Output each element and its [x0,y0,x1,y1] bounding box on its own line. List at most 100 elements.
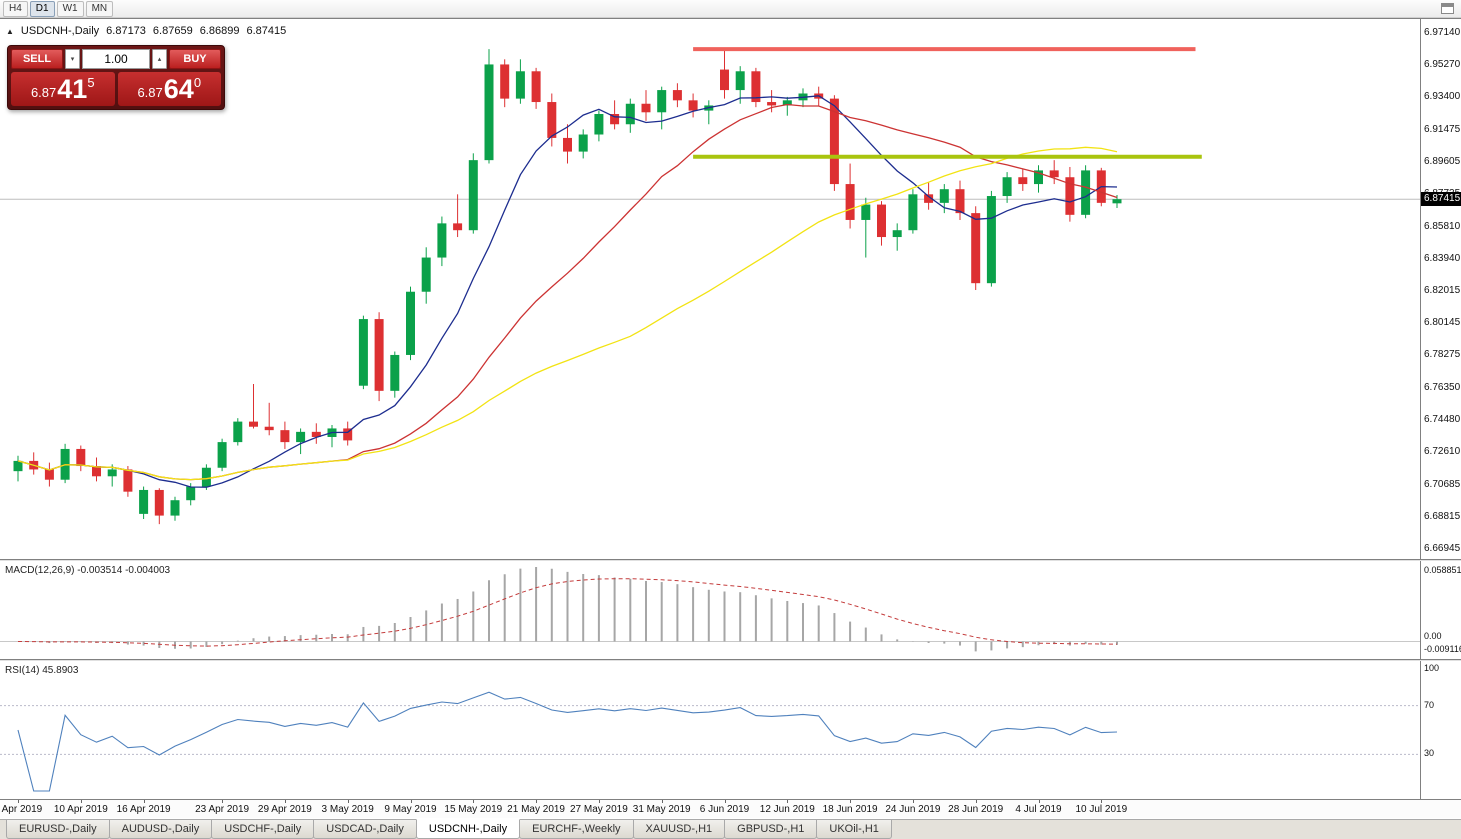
sell-price-prefix: 6.87 [30,85,57,100]
chart-tab-audusd-daily[interactable]: AUDUSD-,Daily [108,820,213,839]
macd-scale-max: 0.058851 [1424,565,1461,575]
buy-price-display[interactable]: 6.87 64 0 [117,72,221,106]
time-axis-label: 10 Apr 2019 [53,804,108,815]
time-tick [912,800,914,803]
time-tick [598,800,600,803]
candles [13,49,1122,525]
time-tick [787,800,789,803]
price-tick-label: 6.76350 [1424,382,1461,394]
volume-input[interactable] [82,49,150,69]
time-axis-label: 27 May 2019 [569,804,628,815]
time-tick [724,800,726,803]
timeframe-button-d1[interactable]: D1 [29,0,55,17]
price-tick-label: 6.78275 [1424,349,1461,361]
rsi-label: RSI(14) 45.8903 [5,665,79,676]
time-tick [143,800,145,803]
time-axis-label: 29 Apr 2019 [257,804,312,815]
panel-separator[interactable] [0,659,1461,661]
time-axis-label: 4 Jul 2019 [1015,804,1062,815]
time-axis-label: 23 Apr 2019 [195,804,250,815]
chart-tab-ukoil-h1[interactable]: UKOil-,H1 [816,820,892,839]
time-axis-label: 31 May 2019 [632,804,691,815]
ohlc-header: ▲ USDCNH-,Daily 6.87173 6.87659 6.86899 … [6,25,286,37]
macd-canvas[interactable] [0,561,1420,659]
ohlc-high: 6.87659 [152,25,193,37]
time-axis[interactable]: 4 Apr 2019 10 Apr 2019 16 Apr 2019 23 Apr 2… [0,799,1461,818]
time-tick [850,800,852,803]
time-tick [536,800,538,803]
macd-panel: MACD(12,26,9) -0.003514 -0.004003 0.0588… [0,561,1461,659]
price-tick-label: 6.74480 [1424,414,1461,426]
price-tick-label: 6.95270 [1424,58,1461,70]
macd-scale[interactable]: 0.058851 0.00 -0.009116 [1420,561,1461,659]
symbol-marker-icon: ▲ [6,26,14,36]
buy-price-prefix: 6.87 [137,85,163,100]
macd-histogram [32,567,1118,652]
chart-tab-gbpusd-h1[interactable]: GBPUSD-,H1 [724,820,818,839]
current-price-tag: 6.87415 [1421,192,1461,207]
timeframe-button-h4[interactable]: H4 [3,0,28,17]
volume-increase-button[interactable]: ▴ [152,49,167,69]
sell-button[interactable]: SELL [11,49,63,69]
main-chart-panel: ▲ USDCNH-,Daily 6.87173 6.87659 6.86899 … [0,19,1461,559]
macd-signal-line [17,578,1118,647]
chart-tab-eurchf-weekly[interactable]: EURCHF-,Weekly [519,820,634,839]
volume-decrease-button[interactable]: ▾ [65,49,80,69]
time-axis-label: 21 May 2019 [507,804,566,815]
price-scale[interactable]: 6.971406.952706.934006.914756.896056.877… [1420,19,1461,559]
time-axis-label: 10 Jul 2019 [1075,804,1128,815]
sell-price-pips: 41 [57,74,88,104]
timeframe-button-mn[interactable]: MN [85,0,114,17]
time-axis-label: 28 Jun 2019 [948,804,1004,815]
price-tick-label: 6.85810 [1424,220,1461,232]
time-tick [80,800,82,803]
macd-label: MACD(12,26,9) -0.003514 -0.004003 [5,565,171,576]
time-tick [1101,800,1103,803]
time-tick [473,800,475,803]
time-axis-label: 18 Jun 2019 [822,804,878,815]
panel-separator[interactable] [0,559,1461,561]
rsi-scale-30: 30 [1424,748,1435,759]
macd-scale-min: -0.009116 [1424,644,1461,654]
chart-tab-eurusd-daily[interactable]: EURUSD-,Daily [6,820,110,839]
chart-tab-usdcnh-daily[interactable]: USDCNH-,Daily [415,819,521,839]
ma-slow-yellow [17,146,1118,481]
rsi-scale-70: 70 [1424,699,1435,710]
ma-fast-blue [17,95,1118,488]
price-tick-label: 6.80145 [1424,317,1461,329]
timeframe-button-w1[interactable]: W1 [56,0,84,17]
timeframe-toolbar: H4 D1 W1 MN [0,0,1461,18]
time-tick [284,800,286,803]
rsi-scale[interactable]: 100 70 30 [1420,661,1461,799]
time-axis-label: 15 May 2019 [444,804,503,815]
buy-price-point: 0 [193,75,202,90]
ohlc-low: 6.86899 [199,25,240,37]
price-tick-label: 6.82015 [1424,285,1461,297]
chart-tab-bar: EURUSD-,Daily AUDUSD-,Daily USDCHF-,Daily U… [0,819,1461,839]
price-chart-canvas[interactable] [0,19,1420,559]
window-restore-icon[interactable] [1441,3,1454,14]
time-tick [661,800,663,803]
one-click-trading-panel: SELL ▾ ▴ BUY 6.87 41 5 6.87 64 0 [7,45,225,110]
chart-window: ▲ USDCNH-,Daily 6.87173 6.87659 6.86899 … [0,18,1461,819]
price-tick-label: 6.89605 [1424,155,1461,167]
price-tick-label: 6.93400 [1424,90,1461,102]
sell-price-point: 5 [87,75,95,90]
chart-tab-xauusd-h1[interactable]: XAUUSD-,H1 [632,820,726,839]
rsi-canvas[interactable] [0,661,1420,799]
sell-price-display[interactable]: 6.87 41 5 [11,72,115,106]
time-axis-label: 24 Jun 2019 [885,804,941,815]
price-tick-label: 6.72610 [1424,446,1461,458]
symbol-title: USDCNH-,Daily [20,25,100,37]
time-tick [222,800,224,803]
chart-tab-usdcad-daily[interactable]: USDCAD-,Daily [313,820,417,839]
price-tick-label: 6.68815 [1424,511,1461,523]
time-axis-label: 9 May 2019 [384,804,437,815]
time-tick [410,800,412,803]
price-tick-label: 6.97140 [1424,27,1461,38]
time-tick [347,800,349,803]
chart-tab-usdchf-daily[interactable]: USDCHF-,Daily [211,820,315,839]
rsi-panel: RSI(14) 45.8903 100 70 30 [0,661,1461,799]
buy-button[interactable]: BUY [169,49,221,69]
